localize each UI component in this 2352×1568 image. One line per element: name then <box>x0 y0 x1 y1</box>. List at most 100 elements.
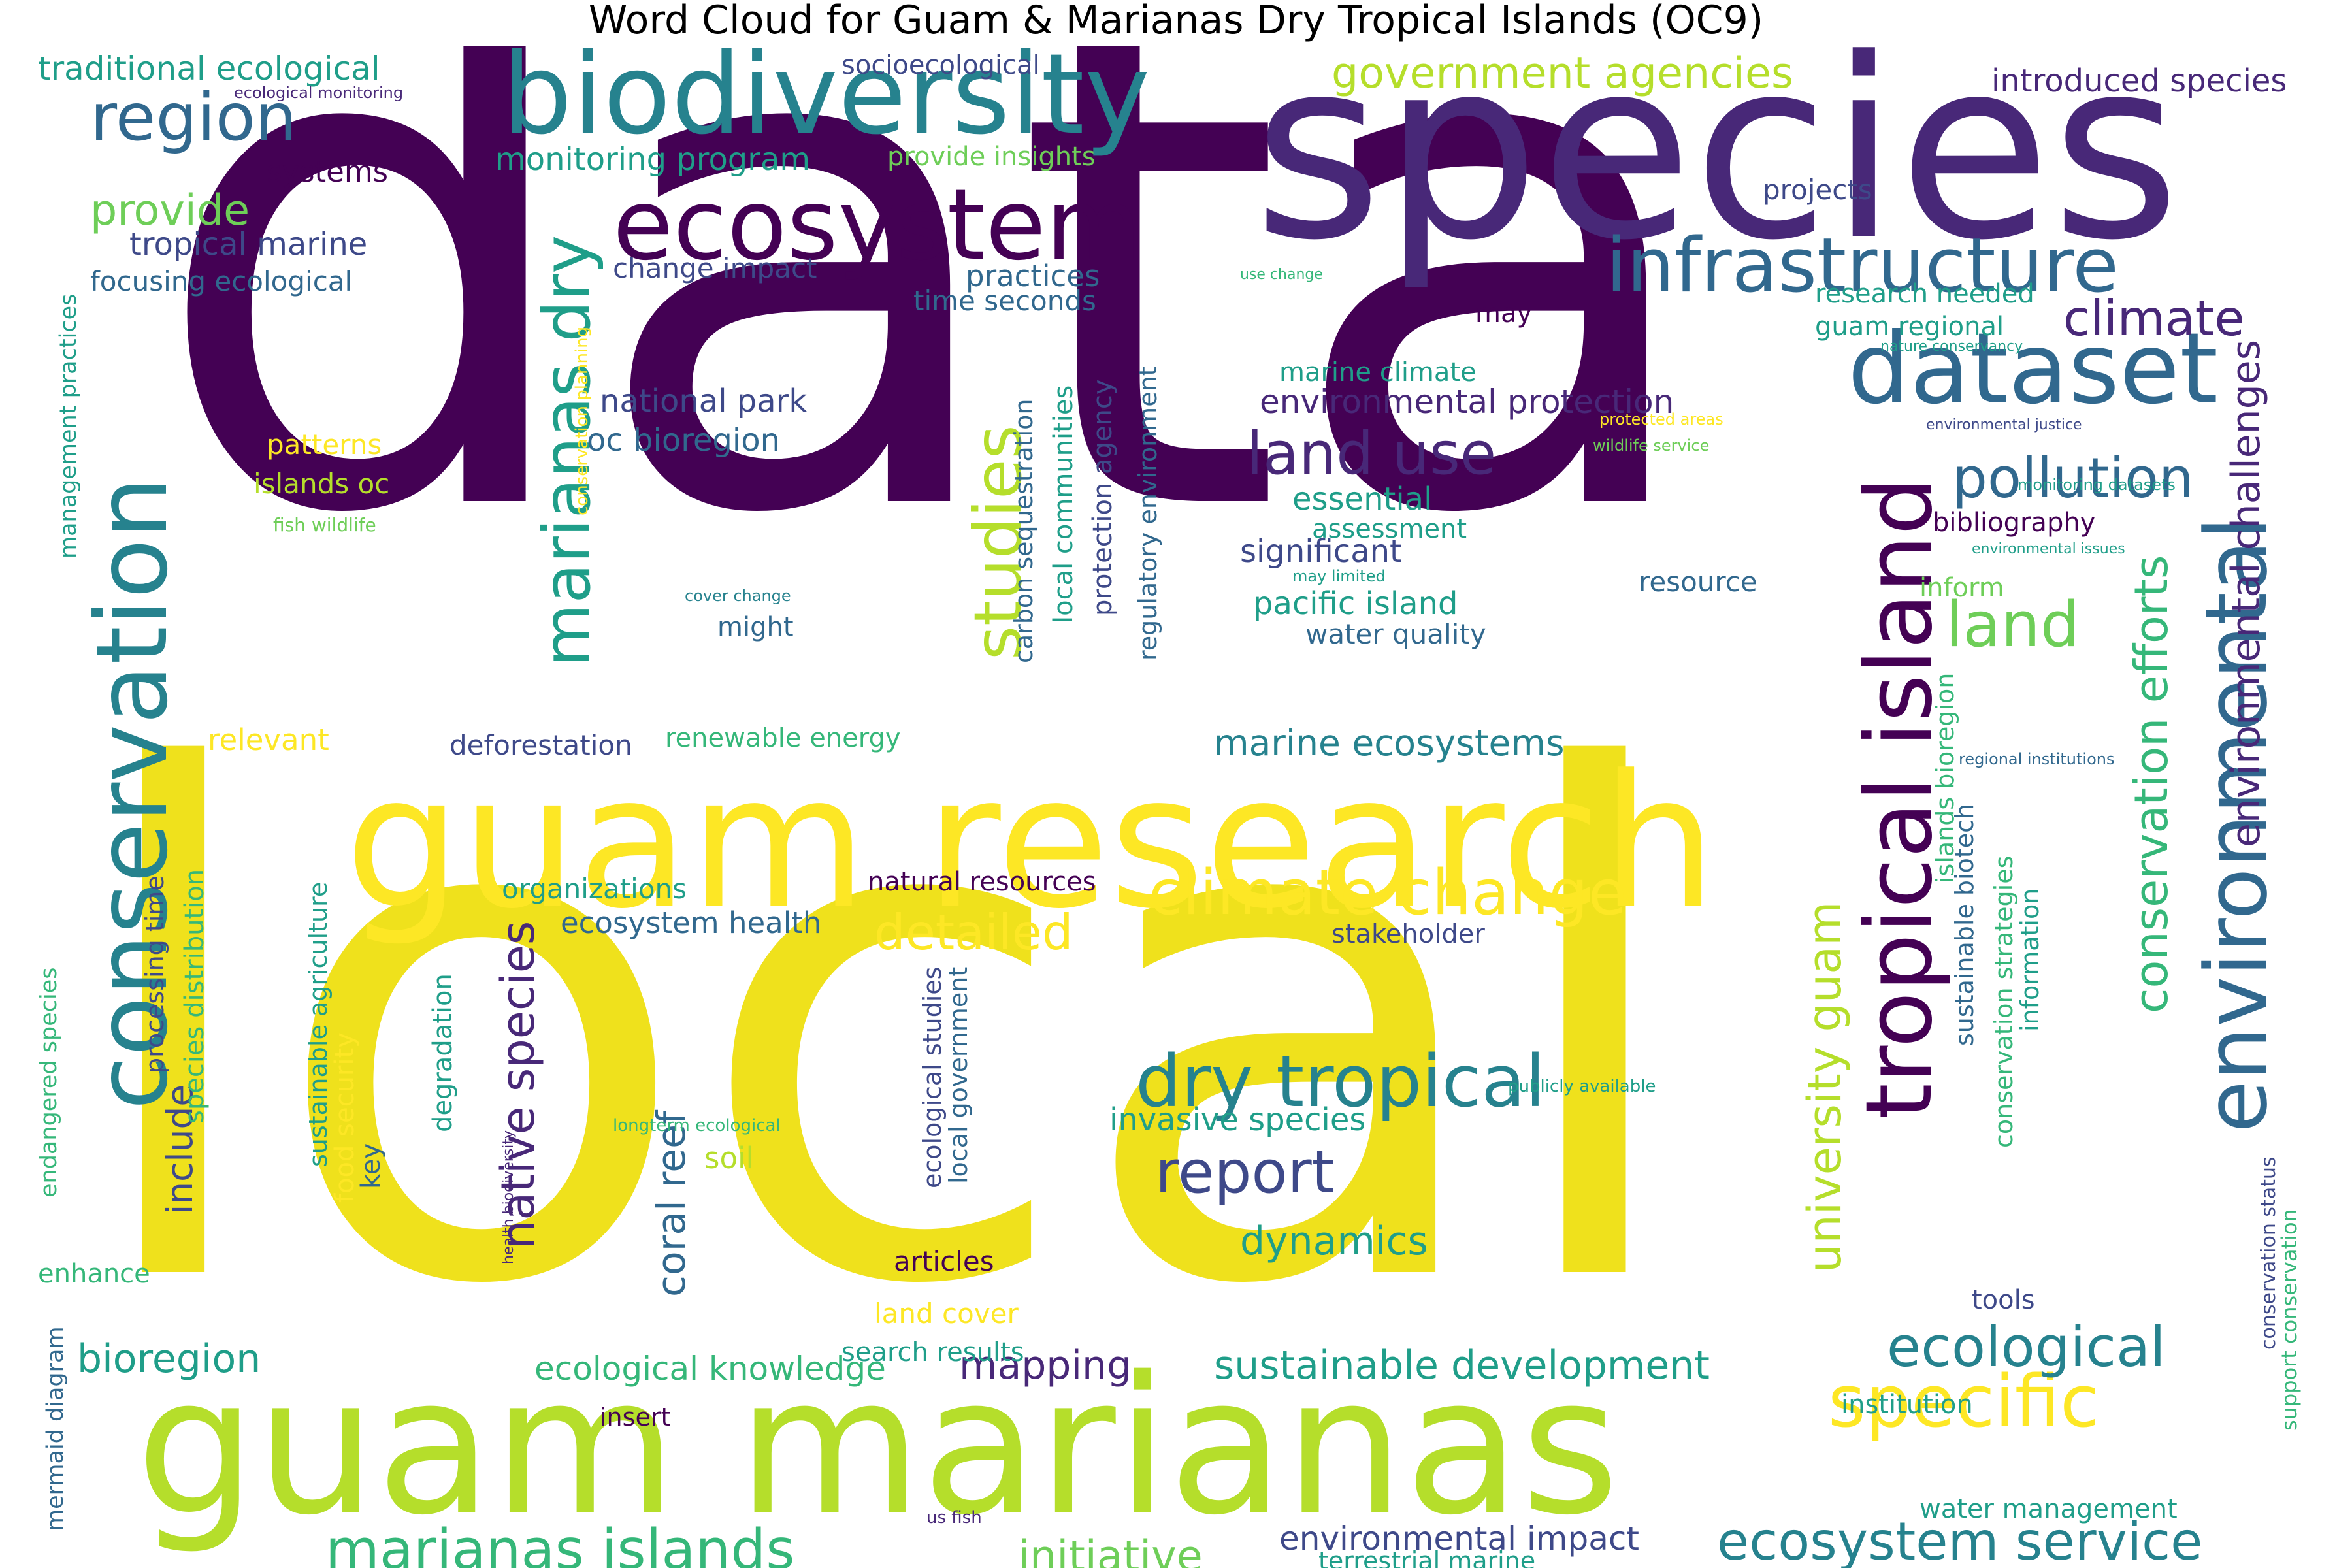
cloud-word-monitoring-datasets: monitoring datasets <box>2017 476 2176 494</box>
cloud-word-may: may <box>1475 299 1533 329</box>
cloud-word-renewable-energy: renewable energy <box>665 723 901 753</box>
cloud-word-dry-tropical: dry tropical <box>1135 1039 1546 1123</box>
cloud-word-articles: articles <box>894 1245 994 1277</box>
cloud-word-mermaid-diagram: mermaid diagram <box>42 1326 69 1531</box>
cloud-word-management-practices: management practices <box>56 293 82 559</box>
cloud-word-processing-time: processing time <box>140 875 169 1073</box>
cloud-word-essential: essential <box>1292 481 1433 517</box>
cloud-word-government-agencies: government agencies <box>1331 49 1793 98</box>
cloud-word-ecological-studies: ecological studies <box>918 966 947 1188</box>
cloud-word-natural-resources: natural resources <box>868 867 1096 897</box>
cloud-word-water-management: water management <box>1919 1494 2178 1524</box>
cloud-word-enhance: enhance <box>38 1259 150 1289</box>
cloud-word-information: information <box>2016 888 2044 1032</box>
cloud-word-carbon-sequestration: carbon sequestration <box>1009 399 1038 664</box>
cloud-word-may-limited: may limited <box>1292 567 1386 585</box>
cloud-word-fish-wildlife: fish wildlife <box>273 514 376 536</box>
cloud-word-sustainable-development: sustainable development <box>1214 1343 1710 1388</box>
cloud-word-introduced-species: introduced species <box>1991 63 2287 99</box>
cloud-word-search-results: search results <box>841 1337 1024 1367</box>
cloud-word-time-seconds: time seconds <box>913 285 1096 317</box>
cloud-word-cover-change: cover change <box>685 587 791 605</box>
cloud-word-dynamics: dynamics <box>1240 1218 1428 1264</box>
cloud-word-nature-conservancy: nature conservancy <box>1880 338 2023 355</box>
cloud-word-focusing-ecological: focusing ecological <box>90 265 353 297</box>
cloud-word-conservation-planning: conservation planning <box>572 326 592 515</box>
cloud-word-climate-change: climate change <box>1149 857 1627 929</box>
cloud-word-resource: resource <box>1639 566 1757 598</box>
cloud-word-guam-marianas: guam marianas <box>136 1337 1620 1557</box>
cloud-word-land-use: land use <box>1247 419 1497 488</box>
cloud-word-conservation-status: conservation status <box>2257 1156 2280 1350</box>
cloud-word-oc-bioregion: oc bioregion <box>587 422 780 459</box>
cloud-word-local-government: local government <box>944 966 973 1184</box>
cloud-word-provide: provide <box>90 186 250 235</box>
cloud-word-might: might <box>717 612 794 642</box>
cloud-word-species-distribution: species distribution <box>180 868 210 1124</box>
cloud-word-significant: significant <box>1240 533 1402 570</box>
cloud-word-use-change: use change <box>1240 267 1323 283</box>
cloud-word-sustainable-biotech: sustainable biotech <box>1950 803 1979 1046</box>
cloud-word-deforestation: deforestation <box>449 729 632 761</box>
cloud-word-bioregion: bioregion <box>77 1336 261 1382</box>
cloud-word-regulatory-environment: regulatory environment <box>1134 366 1162 661</box>
cloud-word-biodiversity: biodiversity <box>502 46 1151 159</box>
cloud-word-patterns: patterns <box>267 429 382 461</box>
cloud-word-infrastructure: infrastructure <box>1606 222 2119 310</box>
cloud-word-environmental-justice: environmental justice <box>1926 417 2082 433</box>
cloud-word-coral-reef: coral reef <box>649 1110 694 1297</box>
cloud-word-water-quality: water quality <box>1305 618 1486 650</box>
cloud-word-environmental-challenges: environmental challenges <box>2223 340 2269 847</box>
cloud-word-research-needed: research needed <box>1815 279 2034 309</box>
cloud-word-bibliography: bibliography <box>1933 508 2096 538</box>
cloud-word-ecosystem-service: ecosystem service <box>1717 1511 2203 1568</box>
cloud-word-invasive-species: invasive species <box>1109 1102 1366 1138</box>
cloud-word-detailed: detailed <box>874 904 1073 961</box>
cloud-word-climate: climate <box>2063 289 2245 347</box>
cloud-word-environmental-issues: environmental issues <box>1972 541 2125 557</box>
cloud-word-publicly-available: publicly available <box>1508 1077 1656 1096</box>
cloud-word-degradation: degradation <box>428 973 458 1132</box>
cloud-word-relevant: relevant <box>208 723 329 757</box>
cloud-word-national-park: national park <box>600 383 808 419</box>
figure-title: Word Cloud for Guam & Marianas Dry Tropi… <box>588 0 1764 43</box>
cloud-word-monitoring-program: monitoring program <box>495 141 811 178</box>
cloud-word-provide-insights: provide insights <box>887 142 1096 172</box>
cloud-word-health-biodiversity: health biodiversity <box>500 1130 517 1264</box>
cloud-word-university-guam: university guam <box>1798 901 1852 1273</box>
word-cloud-area: data local species guam marianas guam resear… <box>38 46 2325 1568</box>
cloud-word-conservation-strategies: conservation strategies <box>1989 855 2018 1148</box>
cloud-word-climate: climate <box>2063 289 2245 347</box>
cloud-word-mapping: mapping <box>959 1343 1132 1388</box>
cloud-word-region: region <box>90 79 297 155</box>
cloud-word-practices: practices <box>966 259 1100 293</box>
cloud-word-endangered-species: endangered species <box>38 967 62 1198</box>
cloud-word-soil: soil <box>704 1141 754 1175</box>
cloud-word-ecosystem-health: ecosystem health <box>561 906 822 940</box>
cloud-word-land: land <box>1946 589 2080 661</box>
cloud-word-tools: tools <box>1972 1285 2035 1315</box>
cloud-word-insert: insert <box>600 1403 671 1431</box>
cloud-word-protection-agency: protection agency <box>1088 379 1118 616</box>
cloud-word-marine-climate: marine climate <box>1279 357 1477 387</box>
cloud-word-organizations: organizations <box>502 873 687 905</box>
cloud-word-pacific-island: pacific island <box>1253 585 1458 622</box>
cloud-word-islands-oc: islands oc <box>253 468 390 500</box>
cloud-word-local: local <box>77 629 1691 1435</box>
cloud-word-tropical-marine: tropical marine <box>129 226 368 263</box>
cloud-word-systems: systems <box>267 154 389 189</box>
cloud-word-projects: projects <box>1763 174 1872 206</box>
cloud-word-environmental-protection: environmental protection <box>1260 383 1674 421</box>
cloud-word-guam-research: guam research <box>345 736 1717 949</box>
cloud-word-guam-regional: guam regional <box>1815 312 2004 342</box>
cloud-word-longterm-ecological: longterm ecological <box>613 1116 781 1135</box>
cloud-word-change-impact: change impact <box>613 252 817 284</box>
cloud-word-food-security: food security <box>330 1032 360 1203</box>
cloud-word-sustainable-agriculture: sustainable agriculture <box>304 881 333 1167</box>
cloud-word-species: species <box>1253 46 2181 295</box>
cloud-word-institution: institution <box>1841 1390 1973 1420</box>
cloud-word-marine-ecosystems: marine ecosystems <box>1214 722 1565 764</box>
cloud-word-report: report <box>1155 1138 1335 1207</box>
cloud-word-specific: specific <box>1828 1360 2100 1443</box>
cloud-word-stakeholder: stakeholder <box>1331 919 1485 949</box>
